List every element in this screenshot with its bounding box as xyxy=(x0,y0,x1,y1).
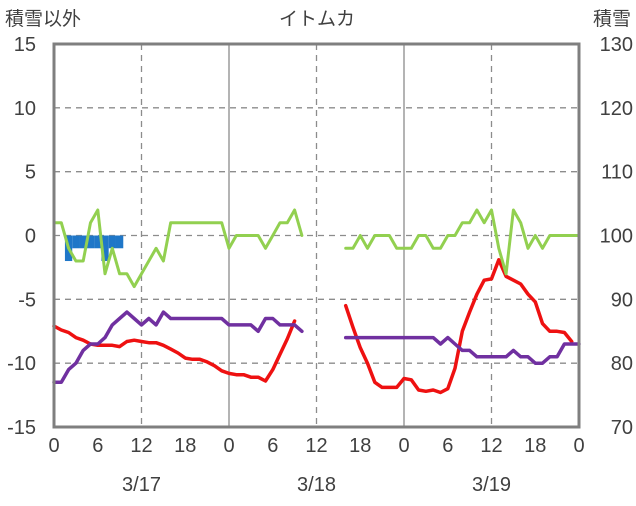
date-label: 3/17 xyxy=(122,474,161,496)
left-axis-label: 積雪以外 xyxy=(5,8,81,30)
right-tick-label: 110 xyxy=(601,162,633,184)
x-tick-label: 0 xyxy=(223,435,234,457)
left-tick-label: -10 xyxy=(7,353,36,375)
bar xyxy=(108,235,116,249)
bar xyxy=(115,235,124,249)
date-label: 3/18 xyxy=(297,474,336,496)
right-tick-label: 130 xyxy=(600,34,633,56)
red-line xyxy=(343,258,574,395)
left-tick-label: 15 xyxy=(14,34,36,56)
left-tick-label: 0 xyxy=(25,226,36,248)
x-tick-label: 0 xyxy=(398,435,409,457)
bar xyxy=(79,235,87,249)
right-tick-label: 90 xyxy=(611,289,633,311)
green-line xyxy=(52,208,304,289)
date-label: 3/19 xyxy=(472,474,511,496)
purple-line xyxy=(343,335,581,365)
line-series xyxy=(52,208,581,395)
x-axis: 0 6 12 18 0 6 12 18 0 6 12 18 0 xyxy=(48,435,584,457)
x-tick-label: 6 xyxy=(442,435,453,457)
plot-frame xyxy=(52,42,581,429)
left-tick-label: -15 xyxy=(7,417,36,439)
left-y-axis: 15 10 5 0 -5 -10 -15 xyxy=(7,34,36,439)
purple-line xyxy=(52,310,304,385)
chart-title: イトムカ xyxy=(279,9,355,30)
date-labels: 3/17 3/18 3/19 xyxy=(122,474,511,496)
x-tick-label: 12 xyxy=(480,435,502,457)
green-line xyxy=(344,208,581,276)
x-tick-label: 6 xyxy=(92,435,103,457)
x-tick-label: 12 xyxy=(130,435,152,457)
right-tick-label: 80 xyxy=(611,353,633,375)
right-y-axis: 130 120 110 100 90 80 70 xyxy=(600,34,633,439)
x-tick-label: 0 xyxy=(48,435,59,457)
x-tick-label: 18 xyxy=(524,435,546,457)
x-tick-label: 12 xyxy=(305,435,327,457)
left-tick-label: 5 xyxy=(25,162,36,184)
grid-lines xyxy=(54,44,579,427)
x-tick-label: 18 xyxy=(349,435,371,457)
right-tick-label: 100 xyxy=(600,226,633,248)
x-tick-label: 18 xyxy=(174,435,196,457)
left-tick-label: 10 xyxy=(14,98,36,120)
x-tick-label: 6 xyxy=(267,435,278,457)
right-tick-label: 120 xyxy=(600,98,633,120)
bar xyxy=(86,235,95,249)
right-axis-label: 積雪 xyxy=(593,8,631,30)
bar xyxy=(72,235,80,249)
x-tick-label: 0 xyxy=(573,435,584,457)
bar xyxy=(94,235,102,249)
bar xyxy=(101,235,109,262)
right-tick-label: 70 xyxy=(611,417,633,439)
left-tick-label: -5 xyxy=(18,289,36,311)
